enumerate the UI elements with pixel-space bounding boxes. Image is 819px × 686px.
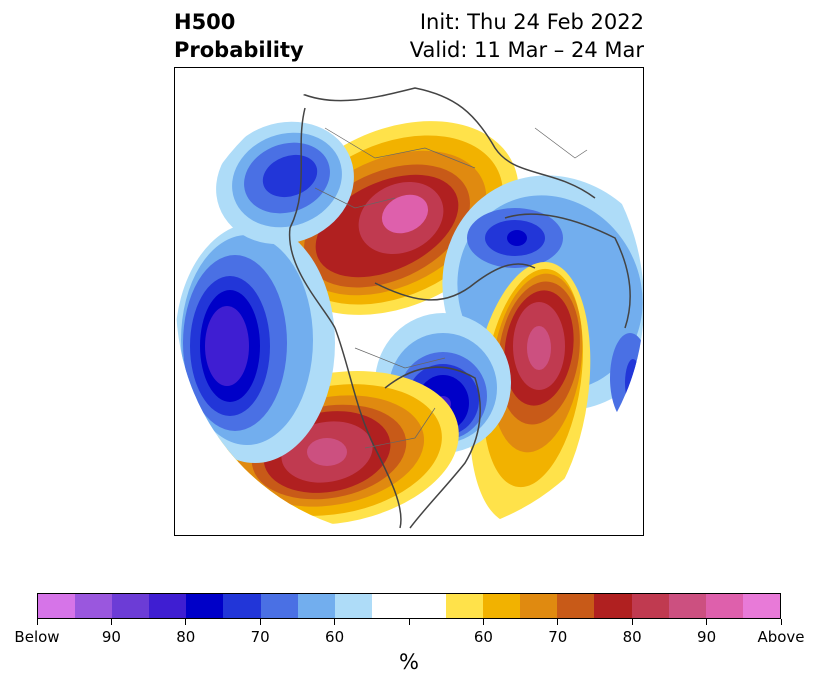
colorbar-segment: [446, 594, 484, 618]
colorbar-segment: [75, 594, 113, 618]
valid-range: Valid: 11 Mar – 24 Mar: [409, 38, 644, 62]
colorbar-tick: [408, 619, 410, 625]
variable-title: H500: [174, 10, 236, 34]
colorbar-segment: [520, 594, 558, 618]
coastlines: [288, 87, 631, 529]
colorbar-segment: [260, 594, 298, 618]
colorbar-tick-label: 70: [548, 628, 568, 646]
colorbar-segment: [668, 594, 706, 618]
colorbar-segment: [408, 594, 447, 618]
product-title: Probability: [174, 38, 304, 62]
colorbar-tick: [185, 619, 187, 625]
colorbar-segment: [705, 594, 743, 618]
region-below-normal-eastern-asia: [216, 121, 354, 245]
colorbar-tick-label: 60: [473, 628, 493, 646]
colorbar-tick-label: Above: [757, 628, 805, 646]
colorbar-segment: [742, 594, 780, 618]
colorbar-segment: [371, 594, 409, 618]
chart-title-right: Init: Thu 24 Feb 2022 Valid: 11 Mar – 24…: [410, 8, 644, 64]
colorbar-segment: [483, 594, 521, 618]
probability-map: [176, 69, 643, 535]
region-above-normal-north-atlantic: [469, 262, 591, 524]
colorbar-tick: [259, 619, 261, 625]
colorbar-tick: [706, 619, 708, 625]
colorbar-segment: [149, 594, 187, 618]
region-below-normal-north-pacific: [176, 223, 335, 463]
colorbar-segment: [223, 594, 261, 618]
colorbar-tick-label: 70: [250, 628, 270, 646]
colorbar-unit-label: %: [399, 650, 419, 674]
colorbar-tick-label: 80: [622, 628, 642, 646]
colorbar-tick: [557, 619, 559, 625]
colorbar-tick-label: 60: [325, 628, 345, 646]
colorbar-segment: [112, 594, 150, 618]
colorbar-tick: [334, 619, 336, 625]
colorbar-tick-label: 80: [176, 628, 196, 646]
colorbar-tick: [36, 619, 38, 625]
colorbar-segment: [557, 594, 595, 618]
colorbar-tick: [631, 619, 633, 625]
colorbar-tick: [482, 619, 484, 625]
colorbar-tick-label: 90: [101, 628, 121, 646]
colorbar: [37, 593, 781, 619]
colorbar-tick-label: Below: [14, 628, 60, 646]
init-date: Init: Thu 24 Feb 2022: [419, 10, 644, 34]
map-panel: [174, 67, 644, 536]
colorbar-segment: [297, 594, 335, 618]
colorbar-segment: [334, 594, 372, 618]
chart-title-left: H500 Probability: [174, 8, 304, 64]
colorbar-segment: [594, 594, 632, 618]
colorbar-segment: [186, 594, 224, 618]
colorbar-segment: [631, 594, 669, 618]
colorbar-tick-label: 90: [697, 628, 717, 646]
colorbar-segment: [38, 594, 76, 618]
colorbar-tick: [780, 619, 782, 625]
colorbar-tick: [110, 619, 112, 625]
